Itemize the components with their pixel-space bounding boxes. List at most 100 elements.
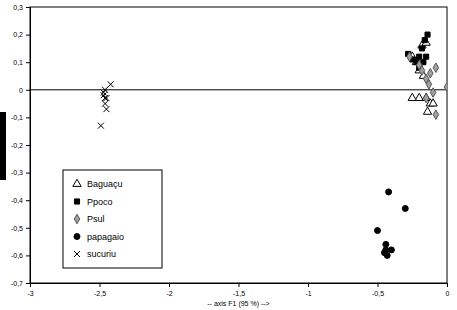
legend-label: Psul <box>87 214 105 224</box>
y-tick: -0,6 <box>11 252 30 259</box>
y-tick-label: -0,7 <box>11 280 23 287</box>
y-tick: -0,3 <box>11 169 30 176</box>
y-tick-mark <box>26 255 30 256</box>
point <box>425 32 430 37</box>
x-tick-mark <box>239 283 240 287</box>
point <box>428 68 433 77</box>
y-tick: 0,2 <box>13 31 30 38</box>
point <box>423 93 428 102</box>
y-tick-mark <box>26 200 30 201</box>
x-axis: -3 -2,5 -2 -1,5 -1 -0,5 0 <box>27 283 449 297</box>
y-tick-label: -0,6 <box>11 252 23 259</box>
y-tick-mark <box>26 7 30 8</box>
y-tick-label: -0,2 <box>11 142 23 149</box>
legend-box <box>63 170 162 268</box>
x-axis-line <box>31 284 448 288</box>
point <box>422 38 427 43</box>
y-tick-mark <box>26 90 30 91</box>
point <box>103 106 109 112</box>
legend-symbol <box>74 199 79 204</box>
x-tick-label: -1 <box>305 290 311 297</box>
point <box>108 81 114 87</box>
series-0 <box>408 38 437 114</box>
series-2 <box>407 52 447 119</box>
point <box>407 52 412 61</box>
y-tick-label: -0,1 <box>11 114 23 121</box>
legend-symbol <box>73 179 81 186</box>
series-3 <box>375 189 409 258</box>
point <box>417 54 422 59</box>
y-tick-mark <box>26 62 30 63</box>
x-tick-label: -2,5 <box>94 290 106 297</box>
series-1 <box>406 32 431 70</box>
y-tick-mark <box>26 173 30 174</box>
legend-symbol <box>74 214 79 223</box>
redaction <box>0 112 6 180</box>
y-tick: -0,1 <box>11 114 30 121</box>
y-tick-mark <box>26 145 30 146</box>
y-tick-label: 0 <box>19 87 23 94</box>
y-tick-label: 0,2 <box>13 31 23 38</box>
x-tick: 0 <box>446 283 450 297</box>
point <box>430 88 435 97</box>
point <box>433 110 438 119</box>
x-tick-mark <box>169 283 170 287</box>
legend-label: sucuriu <box>87 249 116 259</box>
series-4 <box>98 81 114 128</box>
legend-symbol <box>74 251 80 257</box>
point <box>103 95 109 101</box>
x-tick-label: -1,5 <box>233 290 245 297</box>
legend-label: papagaio <box>87 232 124 242</box>
point <box>402 205 408 211</box>
y-tick-label: -0,4 <box>11 197 23 204</box>
y-axis: -0,7 -0,6 -0,5 -0,4 -0,3 -0,2 -0,1 0 0,1 0,2 0,3 <box>11 4 31 287</box>
zero-line <box>30 89 447 90</box>
y-tick-mark <box>26 283 30 284</box>
y-tick-mark <box>26 117 30 118</box>
point <box>419 46 424 51</box>
x-tick: -0,5 <box>372 283 384 297</box>
legend: Baguaçu Ppoco Psul papagaio sucuriu <box>63 170 162 268</box>
x-tick-mark <box>308 283 309 287</box>
x-axis-title: -- axis F1 (95 %) --> <box>207 300 269 308</box>
x-tick: -2,5 <box>94 283 106 297</box>
chart: -3-2,5-2-1,5-1-0,50-0,7-0,6-0,5-0,4-0,3-… <box>0 0 457 310</box>
x-tick-label: -0,5 <box>372 290 384 297</box>
x-tick-label: -3 <box>27 290 33 297</box>
x-tick: -1 <box>305 283 311 297</box>
point <box>423 107 431 114</box>
plot-frame <box>30 7 447 283</box>
point <box>388 247 394 253</box>
y-tick-label: 0,1 <box>13 59 23 66</box>
x-tick-mark <box>447 283 448 287</box>
y-tick-label: -0,5 <box>11 225 23 232</box>
y-tick-mark <box>26 228 30 229</box>
point <box>375 228 381 234</box>
x-tick-label: 0 <box>446 290 450 297</box>
y-tick-label: 0,3 <box>13 4 23 11</box>
y-tick: -0,2 <box>11 142 30 149</box>
y-tick-label: -0,3 <box>11 169 23 176</box>
x-tick: -1,5 <box>233 283 245 297</box>
x-tick-mark <box>100 283 101 287</box>
legend-label: Baguaçu <box>87 179 123 189</box>
point <box>102 87 108 93</box>
point <box>422 38 430 45</box>
y-tick: -0,4 <box>11 197 30 204</box>
y-tick: 0,1 <box>13 59 30 66</box>
point <box>426 80 431 89</box>
point <box>419 66 424 75</box>
x-tick: -2 <box>166 283 172 297</box>
point <box>98 123 104 129</box>
y-tick: -0,7 <box>11 280 30 287</box>
y-axis-line <box>26 8 31 284</box>
y-tick-mark <box>26 35 30 36</box>
point <box>408 93 416 100</box>
x-tick: -3 <box>27 283 33 297</box>
y-tick: 0,3 <box>13 4 30 11</box>
legend-label: Ppoco <box>87 197 113 207</box>
x-tick-label: -2 <box>166 290 172 297</box>
point <box>433 63 438 72</box>
point <box>102 95 108 101</box>
point <box>444 82 447 91</box>
